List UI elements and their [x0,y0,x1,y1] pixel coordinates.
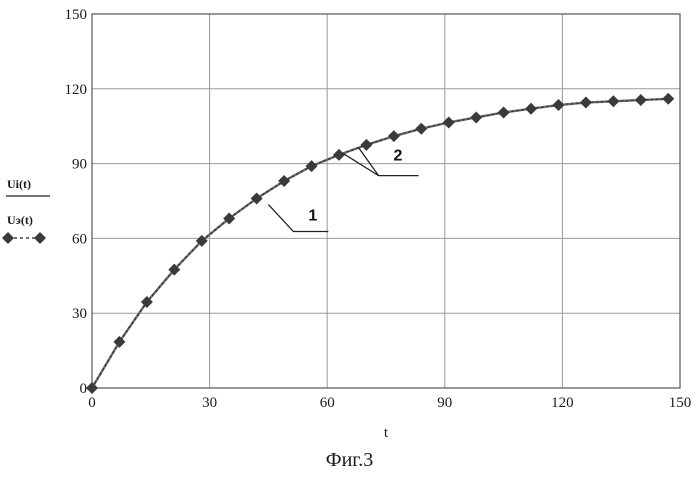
tick-labels: 0 30 60 90 120 150 0 30 60 90 120 150 [65,7,692,411]
y-tick-label: 90 [72,157,87,173]
x-tick-label: 150 [669,395,692,411]
annotation-label-1: 1 [308,208,317,225]
figure-caption: Фиг.3 [0,449,699,472]
x-axis-label: t [384,425,389,441]
data-point-diamond [86,382,98,394]
data-point-diamond [306,160,318,172]
data-point-diamond [635,94,647,106]
y-tick-label: 0 [80,381,88,397]
annotation-label-2: 2 [394,148,403,165]
y-axis-legend: Ui(t) Uэ(t) [2,177,50,244]
data-point-diamond [278,175,290,187]
ylabel-top: Ui(t) [7,177,31,191]
data-point-diamond [580,97,592,109]
data-point-diamond [360,139,372,151]
legend-marker-diamond [2,232,14,244]
x-tick-label: 120 [551,395,574,411]
series-line-ue [92,99,668,388]
legend-marker-diamond [34,232,46,244]
grid [92,14,680,388]
y-tick-label: 30 [72,306,87,322]
y-tick-label: 150 [65,7,88,23]
series-group [86,93,674,394]
data-point-diamond [415,123,427,135]
plot-border [92,14,680,388]
leader-line-1 [268,205,328,232]
leader-line-2 [344,154,419,176]
x-tick-label: 60 [320,395,335,411]
data-point-diamond [333,149,345,161]
plot-frame [92,14,680,388]
leader-line-2b [359,148,379,176]
data-point-diamond [607,95,619,107]
data-point-diamond [470,111,482,123]
annotations: 12 [268,148,418,232]
x-tick-label: 30 [202,395,217,411]
data-point-diamond [525,103,537,115]
ylabel-bottom: Uэ(t) [7,213,33,227]
y-tick-label: 60 [72,231,87,247]
series-line-ui [92,99,668,388]
data-point-diamond [498,106,510,118]
data-point-diamond [388,130,400,142]
data-point-diamond [662,93,674,105]
x-tick-label: 0 [88,395,96,411]
y-tick-label: 120 [65,82,88,98]
x-tick-label: 90 [437,395,452,411]
